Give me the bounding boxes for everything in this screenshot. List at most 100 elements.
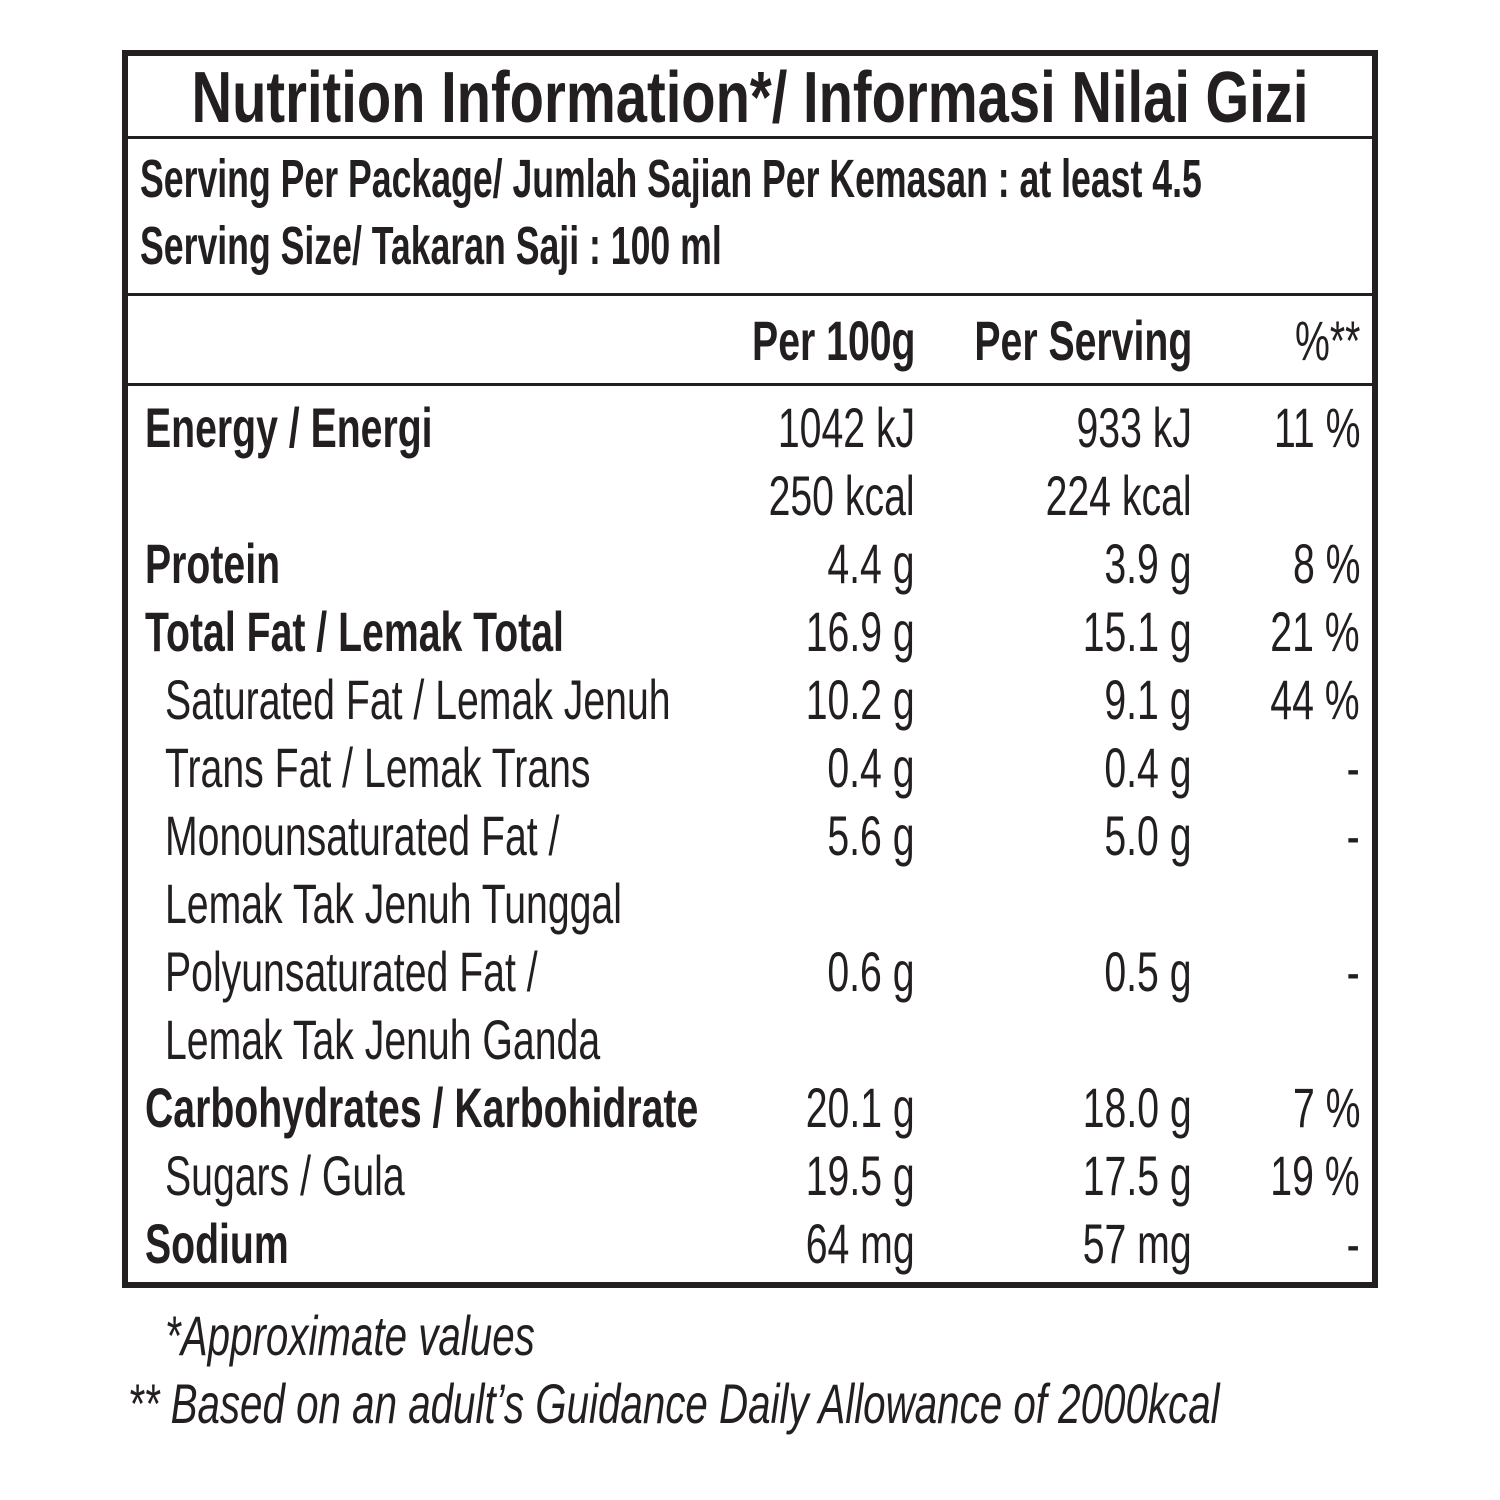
- nutrient-name: Lemak Tak Jenuh Tunggal: [165, 876, 818, 932]
- column-header: Per 100g: [682, 309, 915, 372]
- per-100g-value: 64 mg: [759, 1216, 915, 1272]
- percent-value-text: -: [1346, 940, 1360, 1003]
- nutrient-name-text: Energy / Energi: [145, 396, 433, 459]
- per-serving-value-text: 57 mg: [1083, 1212, 1192, 1275]
- per-100g-value-text: 5.6 g: [827, 804, 915, 867]
- nutrient-name: Trans Fat / Lemak Trans: [165, 740, 773, 796]
- percent-value-text: 7 %: [1292, 1076, 1360, 1139]
- column-header-text: %**: [1294, 309, 1360, 372]
- percent-value-text: -: [1346, 1212, 1360, 1275]
- footnote: *Approximate values: [165, 1308, 679, 1364]
- per-serving-value: 933 kJ: [1027, 396, 1193, 459]
- per-100g-value: 0.4 g: [790, 740, 915, 796]
- percent-value-text: 19 %: [1270, 1144, 1360, 1207]
- percent-value-text: -: [1346, 804, 1360, 867]
- serving-size: Serving Size/ Takaran Saji : 100 ml: [140, 219, 1021, 273]
- per-serving-value: 224 kcal: [983, 468, 1192, 524]
- percent-value: 44 %: [1232, 672, 1360, 728]
- per-100g-value-text: 250 kcal: [768, 464, 915, 527]
- per-100g-value: 4.4 g: [790, 536, 915, 592]
- per-serving-value-text: 224 kcal: [1045, 464, 1192, 527]
- nutrient-name: Energy / Energi: [145, 400, 556, 456]
- percent-value: 8 %: [1264, 532, 1360, 595]
- per-100g-value-text: 0.4 g: [827, 736, 915, 799]
- nutrient-name-text: Lemak Tak Jenuh Ganda: [165, 1008, 601, 1071]
- per-100g-value-text: 10.2 g: [806, 668, 915, 731]
- per-100g-value-text: 19.5 g: [806, 1144, 915, 1207]
- percent-value-text: -: [1346, 736, 1360, 799]
- per-serving-value: 3.9 g: [1067, 536, 1192, 592]
- percent-value: 21 %: [1232, 604, 1360, 660]
- per-serving-value-text: 17.5 g: [1083, 1144, 1192, 1207]
- nutrient-name-text: Lemak Tak Jenuh Tunggal: [165, 872, 622, 935]
- per-serving-value-text: 18.0 g: [1083, 1076, 1192, 1139]
- per-serving-value-text: 0.5 g: [1104, 940, 1192, 1003]
- nutrient-name-text: Monounsaturated Fat /: [165, 804, 560, 867]
- percent-value: -: [1341, 944, 1360, 1000]
- per-serving-value-text: 0.4 g: [1104, 736, 1192, 799]
- per-100g-value: 10.2 g: [759, 672, 915, 728]
- nutrient-name: Polyunsaturated Fat /: [165, 944, 697, 1000]
- per-100g-value-text: 16.9 g: [806, 600, 915, 663]
- nutrient-name: Sugars / Gula: [165, 1148, 507, 1204]
- serving-per-package: Serving Per Package/ Jumlah Sajian Per K…: [140, 152, 1500, 206]
- serving-text: Serving Per Package/ Jumlah Sajian Per K…: [140, 149, 1202, 209]
- column-header-text: Per 100g: [751, 309, 915, 372]
- nutrient-name-text: Sodium: [145, 1212, 289, 1275]
- nutrient-name: Total Fat / Lemak Total: [145, 604, 743, 660]
- per-100g-value-text: 20.1 g: [806, 1076, 915, 1139]
- per-serving-value: 0.5 g: [1067, 944, 1192, 1000]
- column-header-text: Per Serving: [974, 309, 1192, 372]
- per-100g-value: 20.1 g: [759, 1080, 915, 1136]
- per-100g-value-text: 1042 kJ: [777, 396, 915, 459]
- footnote-text: ** Based on an adult’s Guidance Daily Al…: [128, 1372, 1220, 1435]
- nutrient-name: Monounsaturated Fat /: [165, 808, 728, 864]
- label-border: [122, 50, 1378, 1288]
- nutrient-name: Carbohydrates / Karbohidrate: [145, 1080, 935, 1136]
- nutrient-name-text: Total Fat / Lemak Total: [145, 600, 564, 663]
- per-serving-value-text: 9.1 g: [1104, 668, 1192, 731]
- nutrient-name-text: Saturated Fat / Lemak Jenuh: [165, 668, 671, 731]
- per-serving-value-text: 3.9 g: [1104, 532, 1192, 595]
- column-header: %**: [1267, 313, 1360, 369]
- nutrient-name-text: Polyunsaturated Fat /: [165, 940, 538, 1003]
- divider: [128, 136, 1372, 139]
- per-serving-value-text: 933 kJ: [1076, 396, 1193, 459]
- percent-value: 11 %: [1237, 400, 1360, 456]
- column-header: Per Serving: [881, 313, 1192, 369]
- per-serving-value-text: 5.0 g: [1104, 804, 1192, 867]
- nutrient-name-text: Sugars / Gula: [165, 1144, 405, 1207]
- nutrient-name-text: Trans Fat / Lemak Trans: [165, 736, 591, 799]
- per-serving-value: 57 mg: [1036, 1216, 1192, 1272]
- nutrient-name: Sodium: [145, 1216, 350, 1272]
- percent-value: -: [1341, 808, 1360, 864]
- per-100g-value: 1042 kJ: [719, 400, 915, 456]
- footnote-text: *Approximate values: [165, 1304, 535, 1367]
- serving-text: Serving Size/ Takaran Saji : 100 ml: [140, 216, 722, 276]
- percent-value: 7 %: [1264, 1076, 1360, 1139]
- nutrient-name: Protein: [145, 536, 338, 592]
- per-100g-value: 0.6 g: [790, 944, 915, 1000]
- percent-value: -: [1341, 740, 1360, 796]
- per-100g-value-text: 0.6 g: [827, 940, 915, 1003]
- per-serving-value: 15.1 g: [1036, 604, 1192, 660]
- per-serving-value: 9.1 g: [1067, 672, 1192, 728]
- per-serving-value: 0.4 g: [1067, 740, 1192, 796]
- divider: [128, 293, 1372, 296]
- nutrient-name-text: Carbohydrates / Karbohidrate: [145, 1076, 699, 1139]
- title-text: Nutrition Information*/ Informasi Nilai …: [191, 58, 1309, 138]
- nutrient-name-text: Protein: [145, 532, 281, 595]
- percent-value: 19 %: [1232, 1148, 1360, 1204]
- per-100g-value: 250 kcal: [706, 468, 915, 524]
- per-100g-value-text: 64 mg: [806, 1212, 915, 1275]
- per-100g-value: 19.5 g: [759, 1148, 915, 1204]
- per-serving-value: 18.0 g: [1036, 1080, 1192, 1136]
- footnote: ** Based on an adult’s Guidance Daily Al…: [128, 1376, 1500, 1432]
- percent-value-text: 8 %: [1292, 532, 1360, 595]
- per-100g-value-text: 4.4 g: [827, 532, 915, 595]
- per-100g-value: 5.6 g: [790, 808, 915, 864]
- per-100g-value: 16.9 g: [759, 604, 915, 660]
- percent-value-text: 44 %: [1270, 668, 1360, 731]
- title: Nutrition Information*/ Informasi Nilai …: [0, 62, 1500, 134]
